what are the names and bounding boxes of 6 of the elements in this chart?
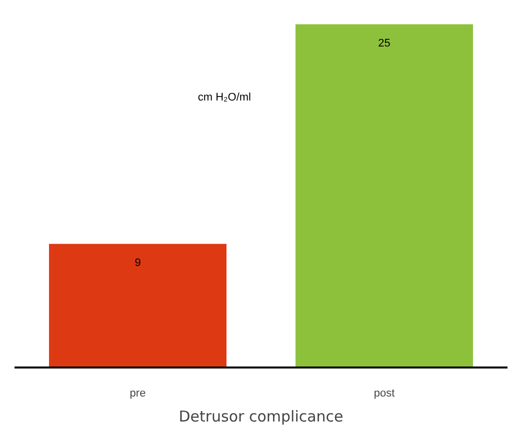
data-label: 9: [134, 257, 141, 270]
x-tick-label: pre: [130, 388, 146, 400]
data-label: 25: [378, 38, 390, 50]
annotation: cm H₂O/ml: [198, 91, 252, 104]
x-tick-label: post: [374, 388, 395, 400]
x-axis-title: Detrusor complicance: [178, 408, 344, 426]
